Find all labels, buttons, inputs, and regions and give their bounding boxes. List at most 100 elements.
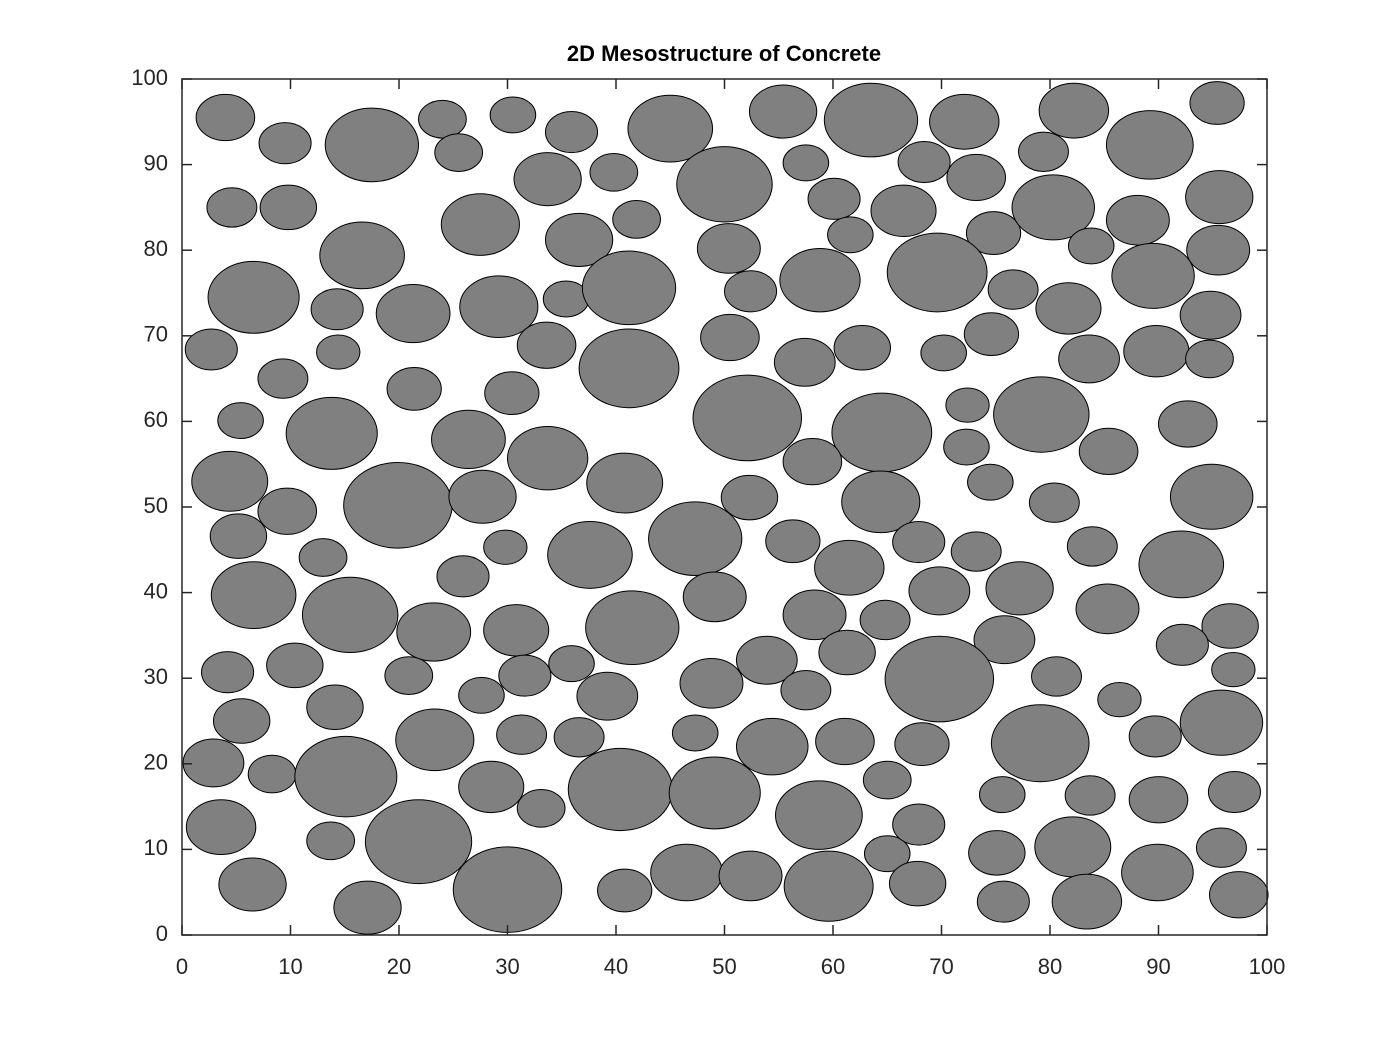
aggregate	[993, 376, 1090, 453]
aggregate	[298, 538, 348, 577]
aggregate	[862, 760, 912, 800]
aggregate	[1185, 170, 1254, 225]
aggregate	[210, 561, 297, 630]
aggregate	[1169, 463, 1254, 530]
aggregate	[483, 604, 550, 657]
aggregate	[578, 328, 680, 409]
aggregate	[212, 698, 271, 744]
aggregate	[191, 450, 269, 512]
aggregate	[207, 260, 300, 334]
y-tick-label: 10	[144, 835, 168, 860]
aggregate	[257, 358, 309, 399]
aggregate	[343, 461, 453, 549]
aggregate	[841, 470, 921, 534]
aggregate	[310, 288, 364, 331]
aggregate	[945, 387, 990, 423]
aggregate	[920, 334, 967, 372]
aggregate	[1018, 131, 1069, 172]
aggregate	[965, 211, 1022, 255]
aggregate	[1158, 400, 1218, 448]
aggregate	[201, 651, 255, 694]
aggregate	[1058, 334, 1120, 384]
aggregate	[978, 776, 1026, 814]
aggregate	[943, 428, 990, 466]
aggregate	[892, 521, 946, 564]
aggregate	[257, 487, 318, 535]
aggregate	[1078, 427, 1139, 475]
aggregate	[720, 474, 779, 521]
aggregate	[258, 122, 312, 165]
aggregate	[950, 531, 1002, 572]
aggregate	[782, 438, 843, 486]
aggregate	[553, 717, 605, 758]
aggregate	[676, 146, 773, 223]
aggregate	[735, 635, 798, 685]
aggregate	[306, 684, 364, 731]
aggregate	[946, 153, 1007, 202]
aggregate	[1064, 775, 1116, 816]
aggregate	[386, 366, 442, 411]
aggregate	[266, 642, 324, 689]
aggregate	[1195, 827, 1247, 868]
aggregate	[316, 334, 361, 370]
aggregate	[585, 590, 680, 666]
aggregate	[1111, 242, 1195, 309]
aggregate	[724, 270, 778, 313]
aggregate	[182, 738, 245, 788]
aggregate	[1185, 339, 1234, 379]
aggregate	[395, 708, 475, 772]
aggregate	[544, 111, 599, 154]
aggregate	[324, 107, 420, 183]
aggregate	[831, 392, 933, 473]
y-tick-label: 100	[131, 65, 168, 90]
aggregate	[748, 84, 818, 139]
aggregate	[507, 426, 589, 491]
aggregate	[581, 250, 677, 326]
aggregate	[375, 283, 451, 344]
x-tick-label: 10	[278, 954, 302, 979]
aggregate	[285, 396, 378, 470]
aggregate	[612, 200, 661, 239]
aggregate	[597, 868, 653, 913]
y-tick-label: 90	[144, 150, 168, 175]
x-tick-label: 70	[929, 954, 953, 979]
aggregate	[1075, 583, 1140, 635]
chart-title: 2D Mesostructure of Concrete	[567, 41, 881, 66]
aggregate	[217, 402, 264, 440]
aggregate	[544, 212, 614, 267]
aggregate	[209, 513, 268, 559]
aggregate	[1179, 290, 1242, 340]
aggregate	[990, 704, 1090, 783]
aggregate	[218, 857, 287, 912]
aggregate	[976, 880, 1030, 923]
aggregate	[908, 566, 971, 616]
aggregate	[1179, 689, 1264, 756]
aggregate	[735, 717, 809, 776]
aggregate	[567, 747, 673, 832]
aggregate	[294, 735, 398, 818]
aggregate	[627, 94, 714, 163]
aggregate	[765, 519, 821, 564]
aggregate	[184, 328, 238, 371]
aggregate	[671, 714, 719, 752]
aggregate	[827, 216, 874, 254]
aggregate	[498, 654, 552, 697]
aggregate	[396, 602, 472, 662]
aggregate	[1028, 482, 1080, 523]
aggregate	[1051, 873, 1123, 930]
aggregate	[884, 635, 995, 723]
aggregate	[458, 760, 525, 814]
y-tick-label: 60	[144, 407, 168, 432]
aggregate	[1097, 681, 1142, 718]
x-tick-label: 20	[387, 954, 411, 979]
y-tick-label: 50	[144, 493, 168, 518]
aggregate	[1207, 771, 1261, 814]
aggregate	[301, 576, 399, 654]
aggregate	[779, 247, 861, 313]
aggregate	[1105, 110, 1194, 180]
aggregate	[1011, 174, 1095, 241]
aggregate	[1138, 530, 1225, 599]
aggregate	[682, 571, 747, 623]
